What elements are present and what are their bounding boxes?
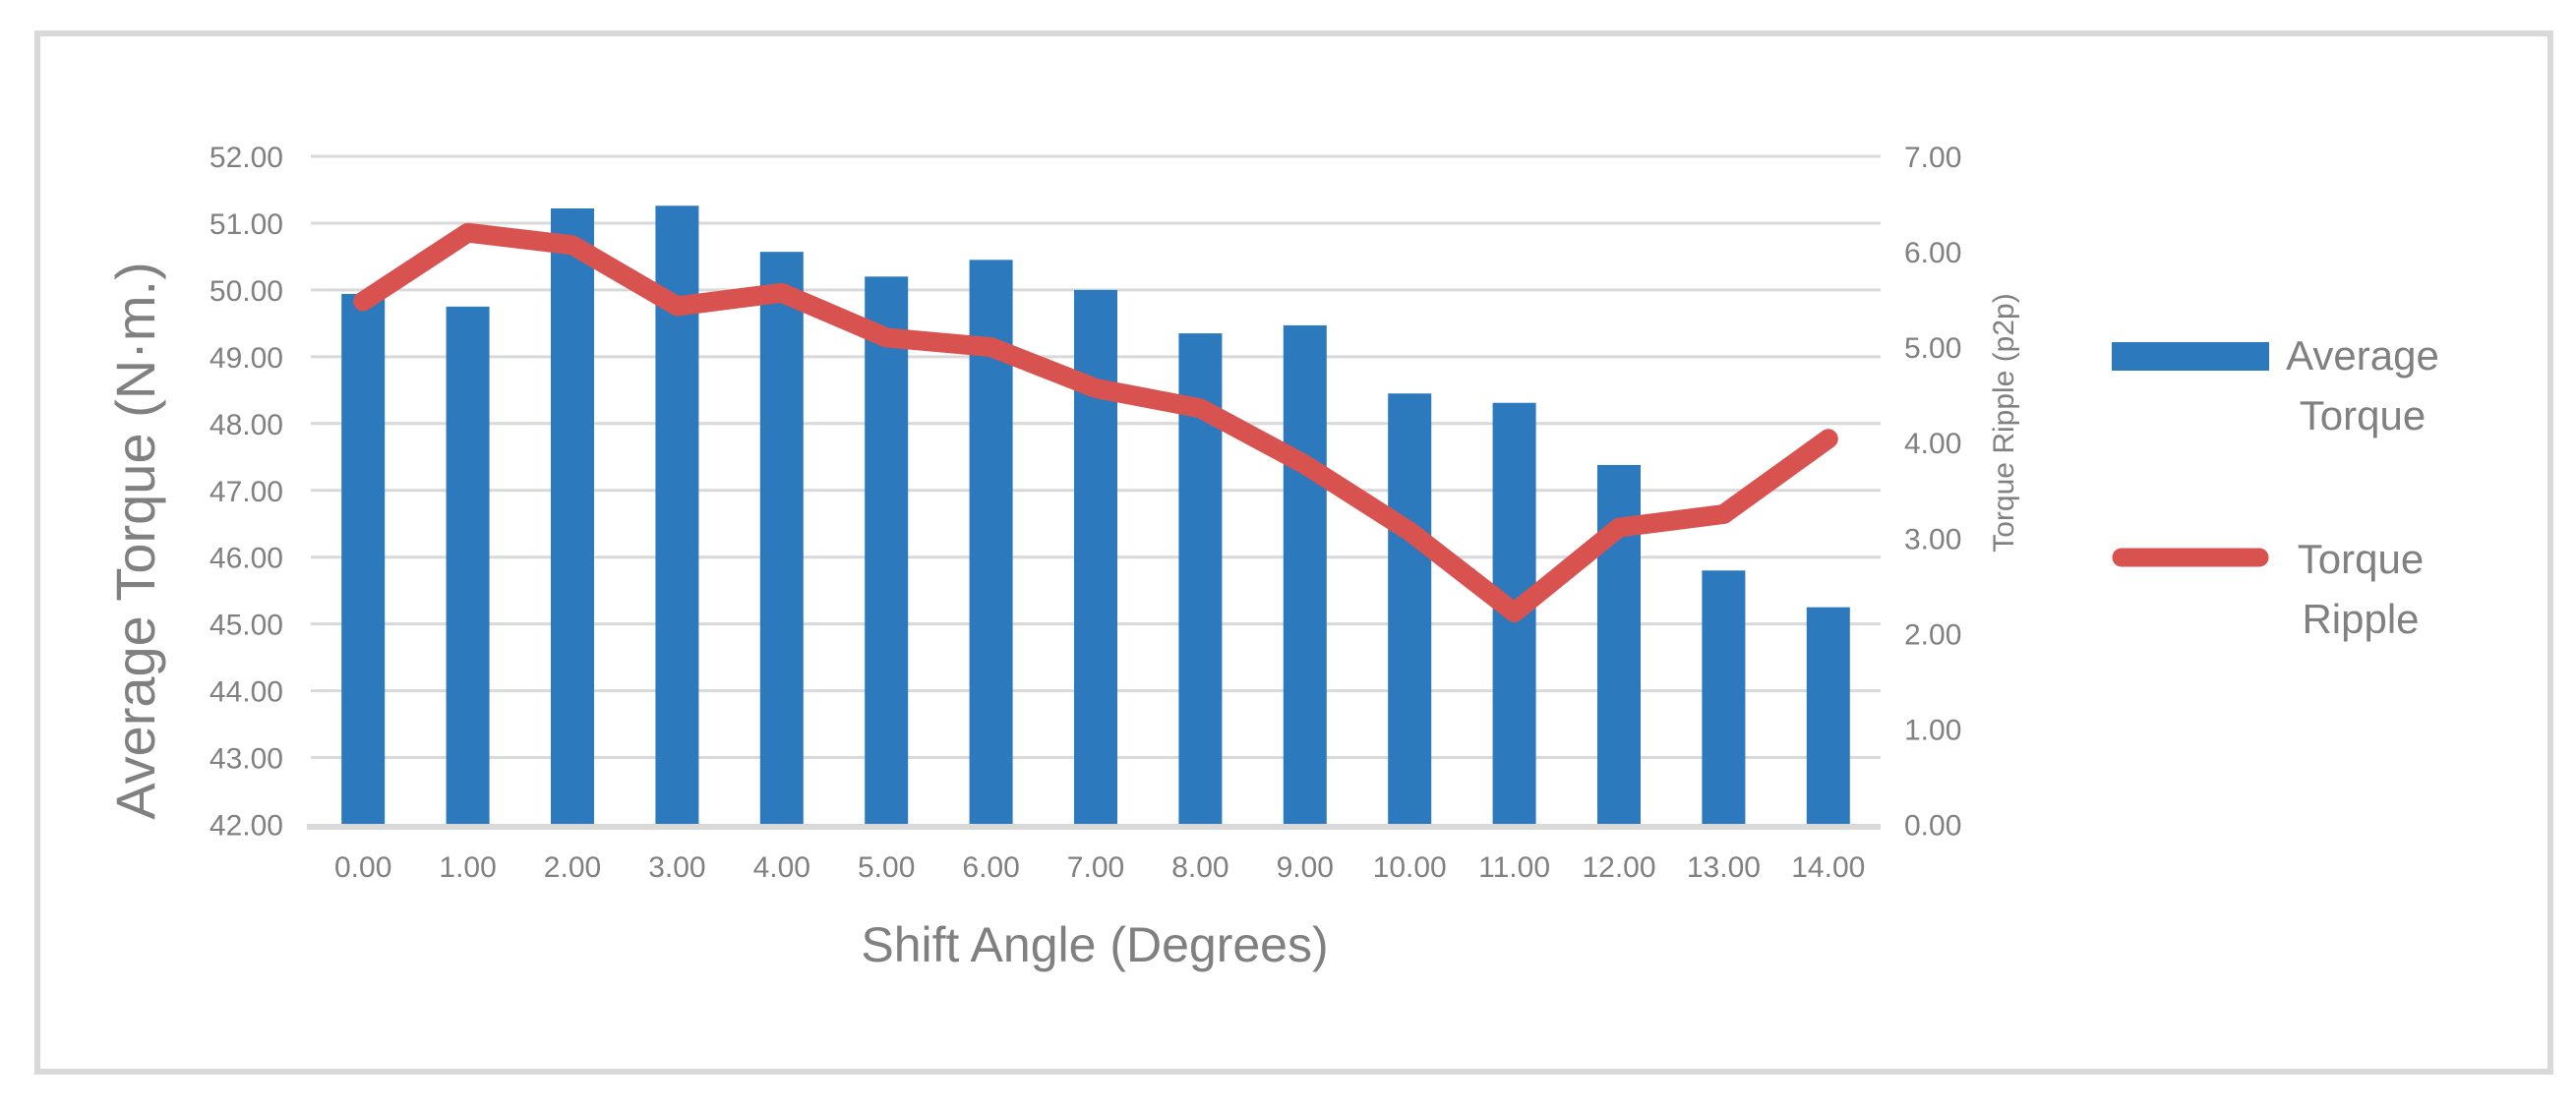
x-tick-11.00: 11.00 xyxy=(1478,851,1550,884)
x-axis-title: Shift Angle (Degrees) xyxy=(861,917,1328,972)
right-tick-5.00: 5.00 xyxy=(1904,332,1961,365)
bar-7.00 xyxy=(1074,289,1117,825)
bar-13.00 xyxy=(1702,570,1746,825)
x-tick-4.00: 4.00 xyxy=(753,851,810,884)
left-axis-tick-labels: 42.00 43.00 44.00 45.00 46.00 47.00 48.00 49.00… xyxy=(210,142,283,843)
x-tick-8.00: 8.00 xyxy=(1171,851,1228,884)
right-tick-4.00: 4.00 xyxy=(1904,428,1961,460)
bar-5.00 xyxy=(865,276,909,825)
x-tick-13.00: 13.00 xyxy=(1687,851,1761,884)
right-tick-3.00: 3.00 xyxy=(1904,523,1961,555)
right-tick-7.00: 7.00 xyxy=(1904,142,1961,174)
left-tick-49.00: 49.00 xyxy=(210,342,283,375)
right-tick-6.00: 6.00 xyxy=(1904,237,1961,269)
x-tick-12.00: 12.00 xyxy=(1582,851,1655,884)
x-tick-0.00: 0.00 xyxy=(334,851,391,884)
bar-14.00 xyxy=(1806,607,1850,825)
left-tick-46.00: 46.00 xyxy=(210,543,283,575)
left-tick-50.00: 50.00 xyxy=(210,275,283,308)
bar-0.00 xyxy=(341,293,386,825)
legend-label-torque-ripple-line2: Ripple xyxy=(2302,596,2419,642)
right-tick-2.00: 2.00 xyxy=(1904,618,1961,651)
x-tick-2.00: 2.00 xyxy=(544,851,601,884)
legend-label-average-torque-line1: Average xyxy=(2286,332,2439,379)
x-tick-14.00: 14.00 xyxy=(1791,851,1865,884)
x-tick-1.00: 1.00 xyxy=(439,851,496,884)
x-tick-5.00: 5.00 xyxy=(858,851,915,884)
line-series-torque-ripple xyxy=(353,222,1838,622)
left-tick-44.00: 44.00 xyxy=(210,676,283,709)
left-tick-42.00: 42.00 xyxy=(210,810,283,843)
legend: Average Torque Torque Ripple xyxy=(2112,332,2439,642)
bar-4.00 xyxy=(759,252,804,825)
bar-9.00 xyxy=(1283,324,1327,825)
legend-label-average-torque-line2: Torque xyxy=(2300,392,2426,438)
left-axis-title: Average Torque (N·m.) xyxy=(104,262,166,820)
x-axis-tick-labels: 0.00 1.00 2.00 3.00 4.00 5.00 6.00 7.00 8.00 9.00… xyxy=(334,851,1865,884)
right-tick-0.00: 0.00 xyxy=(1904,810,1961,843)
left-tick-48.00: 48.00 xyxy=(210,409,283,441)
x-tick-6.00: 6.00 xyxy=(962,851,1019,884)
x-tick-10.00: 10.00 xyxy=(1373,851,1447,884)
torque-ripple-polyline xyxy=(353,222,1838,622)
bar-2.00 xyxy=(551,208,594,825)
left-tick-45.00: 45.00 xyxy=(210,610,283,642)
left-tick-47.00: 47.00 xyxy=(210,476,283,508)
x-tick-9.00: 9.00 xyxy=(1277,851,1334,884)
bar-10.00 xyxy=(1388,393,1432,825)
right-axis-title: Torque Ripple (p2p) xyxy=(1988,293,2020,552)
left-tick-52.00: 52.00 xyxy=(210,142,283,174)
right-tick-1.00: 1.00 xyxy=(1904,714,1961,746)
left-tick-51.00: 51.00 xyxy=(210,208,283,241)
x-tick-3.00: 3.00 xyxy=(648,851,705,884)
legend-swatch-average-torque xyxy=(2112,342,2269,371)
left-tick-43.00: 43.00 xyxy=(210,743,283,776)
x-tick-7.00: 7.00 xyxy=(1067,851,1124,884)
bar-1.00 xyxy=(446,306,490,825)
right-axis-tick-labels: 0.00 1.00 2.00 3.00 4.00 5.00 6.00 7.00 xyxy=(1904,142,1961,843)
legend-label-torque-ripple-line1: Torque xyxy=(2298,536,2424,582)
